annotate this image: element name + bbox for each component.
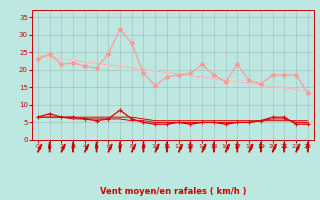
Text: Vent moyen/en rafales ( km/h ): Vent moyen/en rafales ( km/h )	[100, 187, 246, 196]
